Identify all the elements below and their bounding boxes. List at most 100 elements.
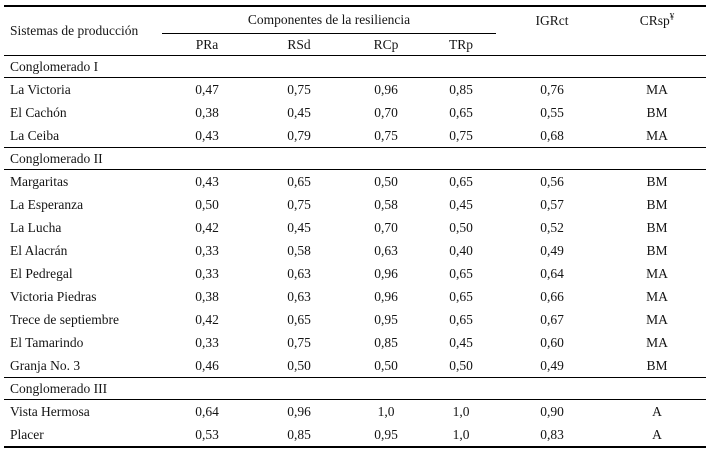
value-cell: 0,58 (374, 196, 398, 212)
value-cell: MA (646, 311, 668, 327)
value-cell: 0,43 (195, 127, 219, 143)
table-row: Placer 0,53 0,85 0,95 1,0 0,83 A (4, 423, 706, 447)
value-cell: 0,67 (540, 311, 564, 327)
value-cell: 0,96 (374, 81, 398, 97)
system-name-cell: La Lucha (10, 219, 62, 235)
table-body: Conglomerado I La Victoria 0,47 0,75 0,96 0,8… (4, 55, 707, 448)
value-cell: 0,63 (374, 242, 398, 258)
table-row: El Tamarindo 0,33 0,75 0,85 0,45 0,60 MA (4, 331, 706, 354)
table-row: Trece de septiembre 0,42 0,65 0,95 0,65 0,67 M… (4, 308, 706, 331)
value-cell: A (652, 403, 662, 419)
table-row: La Victoria 0,47 0,75 0,96 0,85 0,76 MA (4, 78, 706, 102)
value-cell: 0,65 (287, 173, 311, 189)
value-cell: 0,46 (195, 357, 219, 373)
section-title: Conglomerado III (4, 377, 707, 400)
table-row: Margaritas 0,43 0,65 0,50 0,65 0,56 BM (4, 170, 706, 194)
table-row: Vista Hermosa 0,64 0,96 1,0 1,0 0,90 A (4, 400, 706, 424)
value-cell: 0,45 (449, 196, 473, 212)
value-cell: 0,60 (540, 334, 564, 350)
value-cell: 0,85 (374, 334, 398, 350)
system-name-cell: Granja No. 3 (10, 357, 81, 373)
system-name-cell: El Pedregal (10, 265, 73, 281)
value-cell: 1,0 (377, 403, 395, 419)
table-row: El Alacrán 0,33 0,58 0,63 0,40 0,49 BM (4, 239, 706, 262)
value-cell: MA (646, 288, 668, 304)
value-cell: 0,42 (195, 219, 219, 235)
value-cell: 0,85 (287, 426, 311, 442)
crsp-footnote-mark: ¥ (669, 11, 675, 22)
value-cell: 0,50 (287, 357, 311, 373)
value-cell: 0,76 (540, 81, 564, 97)
value-cell: 0,50 (195, 196, 219, 212)
system-name-cell: Victoria Piedras (10, 288, 97, 304)
value-cell: 0,45 (287, 104, 311, 120)
system-name-cell: El Cachón (10, 104, 67, 120)
table-row: Granja No. 3 0,46 0,50 0,50 0,50 0,49 BM (4, 354, 706, 378)
system-name-cell: Margaritas (10, 173, 69, 189)
value-cell: 0,45 (287, 219, 311, 235)
value-cell: 0,50 (374, 357, 398, 373)
resilience-table: Sistemas de producción Componentes de la… (4, 5, 707, 448)
value-cell: 0,95 (374, 426, 398, 442)
crsp-column-header: CRsp¥ (608, 6, 706, 56)
value-cell: MA (646, 81, 668, 97)
value-cell: 0,58 (287, 242, 311, 258)
value-cell: 0,55 (540, 104, 564, 120)
value-cell: 0,50 (449, 357, 473, 373)
system-name-cell: El Tamarindo (10, 334, 84, 350)
header-row-components: PRa RSd RCp TRp (4, 34, 706, 56)
value-cell: 0,75 (287, 196, 311, 212)
table-row: Victoria Piedras 0,38 0,63 0,96 0,65 0,66 MA (4, 285, 706, 308)
value-cell: 0,47 (195, 81, 219, 97)
value-cell: 0,85 (449, 81, 473, 97)
value-cell: 0,43 (195, 173, 219, 189)
section-title: Conglomerado II (4, 147, 707, 170)
value-cell: BM (646, 219, 668, 235)
value-cell: 0,75 (449, 127, 473, 143)
systems-column-header: Sistemas de producción (10, 23, 139, 39)
value-cell: 0,96 (374, 288, 398, 304)
value-cell: 0,52 (540, 219, 564, 235)
value-cell: 0,42 (195, 311, 219, 327)
value-cell: 0,38 (195, 288, 219, 304)
system-name-cell: Vista Hermosa (10, 403, 90, 419)
value-cell: 0,66 (540, 288, 564, 304)
trp-column-header: TRp (449, 36, 474, 52)
section-header-row: Conglomerado I (4, 55, 707, 78)
value-cell: 0,75 (287, 334, 311, 350)
value-cell: A (652, 426, 662, 442)
rcp-column-header: RCp (373, 36, 399, 52)
value-cell: 0,65 (449, 104, 473, 120)
system-name-cell: La Victoria (10, 81, 71, 97)
value-cell: 0,70 (374, 104, 398, 120)
value-cell: BM (646, 357, 668, 373)
value-cell: MA (646, 334, 668, 350)
value-cell: 0,64 (195, 403, 219, 419)
value-cell: BM (646, 242, 668, 258)
section-title: Conglomerado I (4, 55, 707, 78)
value-cell: 0,65 (287, 311, 311, 327)
value-cell: 0,33 (195, 265, 219, 281)
system-name-cell: Trece de septiembre (10, 311, 119, 327)
value-cell: 0,65 (449, 311, 473, 327)
value-cell: 0,65 (449, 288, 473, 304)
value-cell: 0,65 (449, 265, 473, 281)
value-cell: 0,63 (287, 288, 311, 304)
section-header-row: Conglomerado III (4, 377, 707, 400)
table-header: Sistemas de producción Componentes de la… (4, 6, 706, 56)
value-cell: BM (646, 173, 668, 189)
system-name-cell: Placer (10, 426, 44, 442)
value-cell: 1,0 (452, 403, 470, 419)
value-cell: 0,75 (287, 81, 311, 97)
table-row: El Pedregal 0,33 0,63 0,96 0,65 0,64 MA (4, 262, 706, 285)
value-cell: 0,64 (540, 265, 564, 281)
value-cell: 0,49 (540, 357, 564, 373)
pra-column-header: PRa (195, 36, 219, 52)
igrct-column-header: IGRct (535, 13, 569, 28)
value-cell: 0,75 (374, 127, 398, 143)
section-header-row: Conglomerado II (4, 147, 707, 170)
value-cell: 0,33 (195, 242, 219, 258)
value-cell: 0,65 (449, 173, 473, 189)
header-row-group: Sistemas de producción Componentes de la… (4, 6, 706, 38)
value-cell: 0,63 (287, 265, 311, 281)
